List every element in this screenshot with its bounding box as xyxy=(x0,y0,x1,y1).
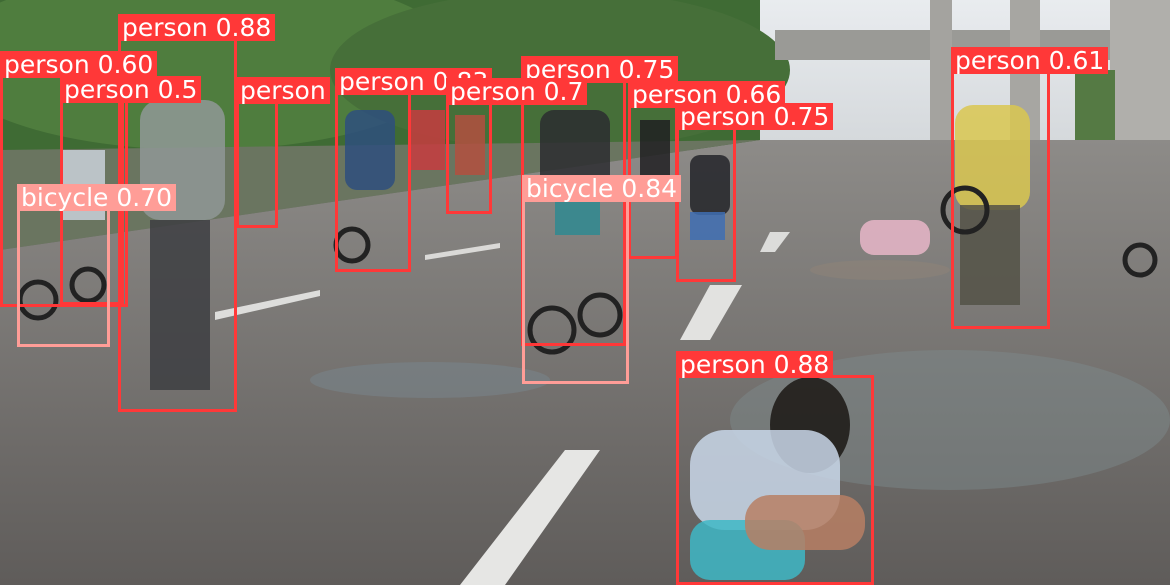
lane-marking xyxy=(460,450,600,585)
trees-right xyxy=(1075,70,1115,140)
detection-label: person 0.88 xyxy=(676,351,834,378)
detection-label: person 0.61 xyxy=(951,47,1109,74)
detection-label: person xyxy=(236,77,330,104)
detection-label: person 0.60 xyxy=(0,51,158,78)
detection-label: person 0.7 xyxy=(446,78,588,105)
person-detection-box: person xyxy=(236,77,330,228)
detection-label: bicycle 0.84 xyxy=(522,175,682,202)
person-detection-box: person 0.75 xyxy=(676,103,834,282)
person-figures xyxy=(60,100,1030,580)
detection-label: person 0.5 xyxy=(60,76,202,103)
lane-marking xyxy=(425,243,500,260)
bicycle-detection-box: bicycle 0.84 xyxy=(522,175,682,384)
lane-marking xyxy=(215,290,320,320)
person-detection-box: person 0.61 xyxy=(951,47,1109,329)
person-detection-box: person 0.7 xyxy=(446,78,588,214)
lane-marking xyxy=(680,285,742,340)
person-detection-box: person 0.60 xyxy=(0,51,158,307)
person-detection-box: person 0.83 xyxy=(335,68,493,272)
detection-label: person 0.75 xyxy=(676,103,834,130)
bicycle-detection-box: bicycle 0.70 xyxy=(17,184,177,347)
person-detection-box: person 0.88 xyxy=(676,351,874,585)
detection-label: bicycle 0.70 xyxy=(17,184,177,211)
detection-label: person 0.88 xyxy=(118,14,276,41)
lane-marking xyxy=(760,232,790,252)
person-detection-box: person 0.88 xyxy=(118,14,276,412)
bicycle-figures xyxy=(17,185,1158,355)
